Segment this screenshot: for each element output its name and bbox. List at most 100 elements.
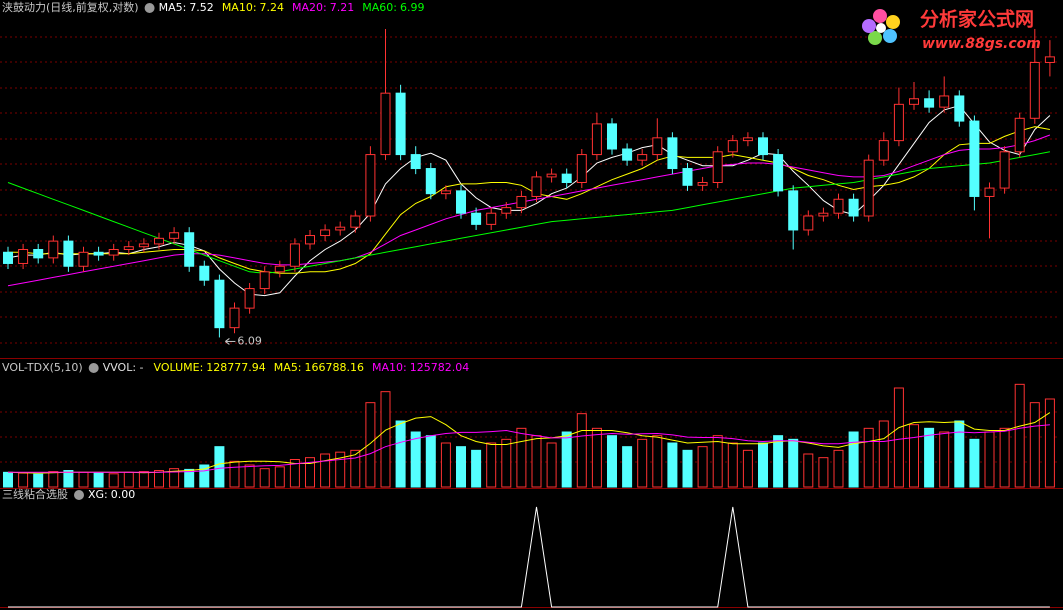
volume-bar xyxy=(486,442,497,488)
header-text: 166788.16 xyxy=(305,361,365,374)
candle-body xyxy=(123,246,134,250)
watermark: 分析家公式网 www.88gs.com xyxy=(862,8,1041,52)
header-text: 浃鼓动力(日线,前复权,对数) xyxy=(2,0,139,14)
volume-bar xyxy=(48,471,59,488)
volume-bar xyxy=(697,446,708,488)
candle-body xyxy=(909,98,919,105)
header-text: XG: xyxy=(88,488,108,501)
candle-body xyxy=(410,154,421,170)
volume-bar xyxy=(123,471,134,488)
candle-body xyxy=(289,243,300,267)
candle-body xyxy=(848,198,859,217)
header-text: 0.00 xyxy=(111,488,136,501)
watermark-name: 分析家公式网 xyxy=(920,8,1034,31)
candle-body xyxy=(878,140,889,161)
volume-bar xyxy=(652,435,663,488)
candle-body xyxy=(803,215,814,231)
candle-body xyxy=(48,240,59,259)
candle-body xyxy=(1044,56,1055,63)
header-text: VOL-TDX(5,10) xyxy=(2,361,83,374)
volume-bar xyxy=(607,435,617,488)
volume-bar xyxy=(909,424,919,488)
volume-bar xyxy=(667,442,678,488)
volume-bar xyxy=(440,442,451,488)
volume-bar xyxy=(471,449,482,488)
candle-body xyxy=(954,95,965,122)
volume-bar xyxy=(878,420,889,488)
volume-bar xyxy=(788,438,799,488)
volume-bar xyxy=(320,453,331,488)
candle-body xyxy=(320,229,331,237)
candle-body xyxy=(78,251,89,267)
logo-petal xyxy=(886,15,900,29)
candle-body xyxy=(108,249,119,256)
volume-bar xyxy=(576,413,587,488)
header-text: 125782.04 xyxy=(410,361,470,374)
header-text: MA60: xyxy=(362,1,397,14)
volume-bar xyxy=(1014,383,1025,488)
candle-body xyxy=(1029,61,1040,119)
volume-bar xyxy=(999,427,1010,488)
volume-bar xyxy=(244,464,255,488)
volume-bar xyxy=(591,427,602,488)
candle-body xyxy=(274,265,285,273)
header-text: MA10: xyxy=(222,1,257,14)
candle-body xyxy=(984,187,995,197)
candle-body xyxy=(486,212,497,225)
header-icon xyxy=(144,3,155,13)
candle-body xyxy=(607,123,617,150)
volume-bar xyxy=(531,435,542,488)
header-text: MA5: xyxy=(274,361,302,374)
volume-bar xyxy=(199,464,210,488)
header-text: MA5: xyxy=(159,1,187,14)
candle-body xyxy=(18,249,29,264)
candle-body xyxy=(758,137,768,156)
header-text: 三线粘合选股 xyxy=(2,487,68,501)
volume-bar xyxy=(848,431,859,488)
candle-body xyxy=(576,154,587,183)
volume-bar xyxy=(637,438,648,488)
candle-body xyxy=(561,173,572,183)
volume-bar xyxy=(78,471,89,488)
candle-body xyxy=(531,176,542,197)
header-text: 7.24 xyxy=(260,1,285,14)
candle-body xyxy=(365,154,376,217)
volume-bar xyxy=(335,451,346,488)
candle-body xyxy=(440,190,451,195)
volume-bar xyxy=(380,391,391,488)
volume-bar xyxy=(289,459,300,488)
candle-body xyxy=(742,137,753,142)
volume-bar xyxy=(33,473,44,488)
volume-bar xyxy=(712,435,723,488)
indicator-line xyxy=(8,506,1050,608)
candle-body xyxy=(199,265,210,281)
candle-body xyxy=(471,212,482,225)
header-icon xyxy=(74,490,84,500)
candle-body xyxy=(244,288,255,309)
indicator-line xyxy=(7,151,1050,274)
volume-bar xyxy=(561,431,572,488)
candle-body xyxy=(33,249,44,259)
volume-bar xyxy=(773,435,784,488)
candle-body xyxy=(939,95,950,108)
candle-body xyxy=(380,92,391,156)
volume-bar xyxy=(259,468,270,488)
candle-body xyxy=(924,98,935,108)
logo-petal xyxy=(868,31,882,45)
volume-bar xyxy=(818,457,829,488)
candle-body xyxy=(969,120,980,197)
header-text: 7.21 xyxy=(330,1,355,14)
volume-bar xyxy=(214,446,225,488)
candle-body xyxy=(1014,117,1025,153)
candle-body xyxy=(773,154,784,192)
indicator-line xyxy=(7,134,1051,287)
annotation-label: 6.09 xyxy=(237,334,262,347)
volume-bar xyxy=(350,449,361,488)
volume-bar xyxy=(954,420,965,488)
header-text: 7.52 xyxy=(189,1,214,14)
candle-body xyxy=(652,137,663,156)
header-text: VOLUME: xyxy=(154,361,204,374)
volume-bar xyxy=(727,442,738,488)
volume-bar xyxy=(803,453,814,488)
